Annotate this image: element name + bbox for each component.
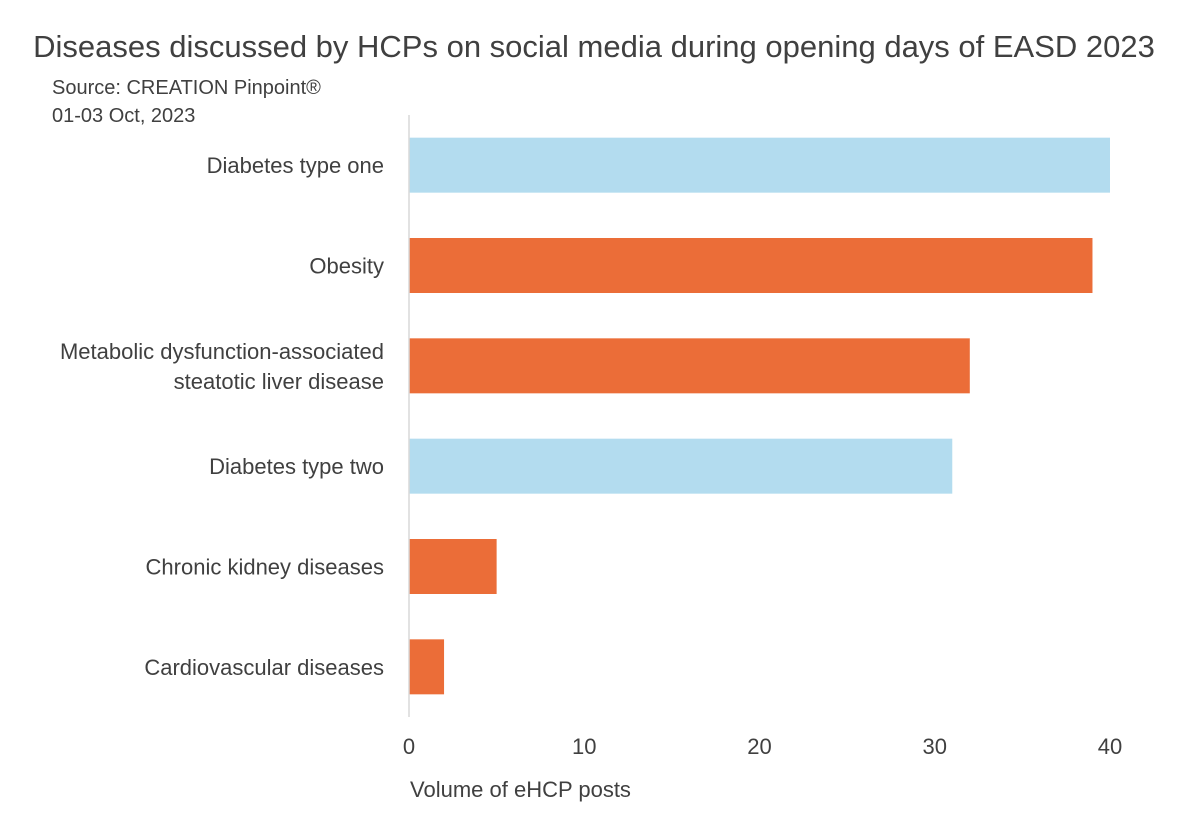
chart-date-range: 01-03 Oct, 2023 — [52, 105, 195, 127]
x-tick-label-1: 10 — [572, 734, 596, 759]
category-label-2-line-0: Metabolic dysfunction-associated — [60, 339, 384, 364]
bar-3 — [409, 438, 953, 494]
category-label-2-line-1: steatotic liver disease — [174, 369, 384, 394]
bar-0 — [409, 137, 1110, 193]
category-label-5: Cardiovascular diseases — [144, 655, 384, 680]
category-label-3: Diabetes type two — [209, 454, 384, 479]
bar-2 — [409, 338, 970, 394]
chart-source: Source: CREATION Pinpoint® — [52, 77, 321, 99]
x-axis-label: Volume of eHCP posts — [410, 777, 631, 802]
x-tick-label-3: 30 — [923, 734, 947, 759]
x-tick-label-0: 0 — [403, 734, 415, 759]
bars-group — [409, 137, 1110, 695]
x-tick-label-4: 40 — [1098, 734, 1122, 759]
category-label-4: Chronic kidney diseases — [146, 555, 384, 580]
bar-4 — [409, 539, 497, 594]
x-tick-label-2: 20 — [747, 734, 771, 759]
chart-title: Diseases discussed by HCPs on social med… — [33, 29, 1155, 64]
category-label-0: Diabetes type one — [207, 153, 384, 178]
x-tick-labels: 0 10 20 30 40 — [403, 734, 1122, 759]
category-label-1: Obesity — [309, 254, 384, 279]
category-labels: Diabetes type one Obesity Metabolic dysfun… — [60, 153, 384, 680]
bar-1 — [409, 238, 1093, 293]
bar-5 — [409, 639, 445, 695]
